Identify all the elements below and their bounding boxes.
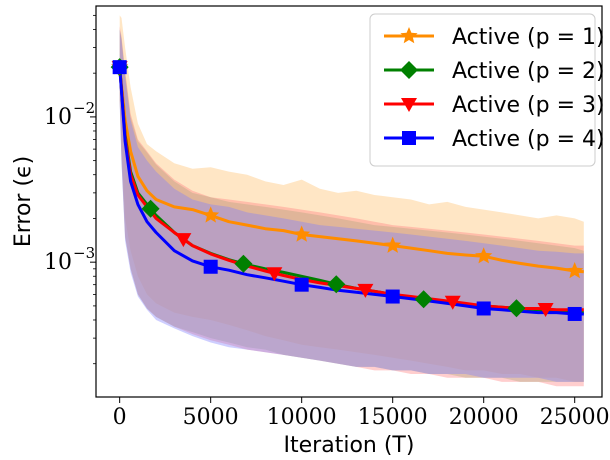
- marker-series-4-2: [294, 277, 309, 292]
- legend-label-3: Active (p = 3): [452, 93, 605, 118]
- marker-series-4-0: [112, 60, 127, 75]
- marker-series-4-3: [385, 289, 400, 304]
- x-tick-label-3: 15000: [358, 405, 428, 430]
- legend-marker-4: [402, 131, 416, 145]
- y-axis-ticks: 10−310−2: [44, 14, 96, 365]
- confidence-bands: [119, 15, 584, 387]
- plot-frame: [95, 5, 603, 398]
- series-markers: [110, 58, 584, 321]
- marker-series-1-2: [293, 225, 311, 242]
- x-axis-label: Iteration (T): [284, 433, 415, 458]
- band-series-2: [119, 29, 584, 382]
- y-tick-exponent-0: −3: [73, 244, 95, 262]
- marker-series-4-1: [203, 259, 218, 274]
- x-tick-label-1: 5000: [183, 405, 239, 430]
- y-tick-exponent-1: −2: [73, 99, 95, 117]
- marker-series-3-2: [266, 267, 283, 282]
- marker-series-3-1: [175, 233, 192, 248]
- marker-series-3-5: [537, 303, 554, 318]
- marker-series-1-1: [202, 206, 220, 223]
- x-tick-label-4: 20000: [449, 405, 519, 430]
- y-tick-label-1: 10: [44, 105, 72, 130]
- marker-series-2-2: [234, 254, 253, 273]
- marker-series-2-4: [414, 290, 433, 309]
- marker-series-3-4: [444, 295, 461, 310]
- marker-series-2-1: [141, 199, 160, 218]
- marker-series-1-3: [384, 236, 402, 253]
- x-tick-label-2: 10000: [267, 405, 337, 430]
- x-tick-label-0: 0: [113, 405, 127, 430]
- x-tick-label-5: 25000: [540, 405, 610, 430]
- marker-series-2-3: [327, 275, 346, 294]
- band-series-4: [119, 29, 584, 382]
- marker-series-4-4: [476, 301, 491, 316]
- legend-label-1: Active (p = 1): [452, 25, 605, 50]
- line-series-4: [118, 67, 584, 316]
- legend-label-4: Active (p = 4): [452, 127, 605, 152]
- x-axis-ticks: 0 5000 10000 15000 20000 25000: [113, 397, 610, 430]
- marker-series-2-5: [507, 299, 526, 318]
- line-series-1: [118, 67, 584, 274]
- legend: Active (p = 1) Active (p = 2) Active (p = …: [369, 13, 605, 167]
- band-series-3: [119, 26, 584, 387]
- marker-series-4-5: [567, 306, 582, 321]
- legend-box: [369, 13, 596, 167]
- marker-series-3-3: [357, 283, 374, 298]
- y-axis-label: Error (ϵ): [11, 156, 36, 247]
- marker-series-1-4: [475, 247, 493, 264]
- legend-label-2: Active (p = 2): [452, 59, 605, 84]
- marker-series-1-5: [566, 262, 584, 279]
- legend-marker-3: [401, 98, 417, 112]
- legend-marker-2: [400, 61, 418, 79]
- y-tick-label-0: 10: [44, 250, 72, 275]
- legend-marker-1: [400, 27, 418, 44]
- band-series-1: [119, 15, 584, 382]
